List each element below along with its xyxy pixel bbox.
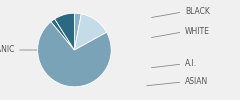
Text: WHITE: WHITE — [185, 28, 210, 36]
Wedge shape — [74, 13, 81, 50]
Text: A.I.: A.I. — [185, 60, 197, 68]
Wedge shape — [74, 14, 107, 50]
Wedge shape — [38, 22, 111, 87]
Text: ASIAN: ASIAN — [185, 78, 208, 86]
Text: BLACK: BLACK — [185, 8, 210, 16]
Wedge shape — [51, 19, 74, 50]
Wedge shape — [55, 13, 74, 50]
Text: HISPANIC: HISPANIC — [0, 46, 14, 54]
